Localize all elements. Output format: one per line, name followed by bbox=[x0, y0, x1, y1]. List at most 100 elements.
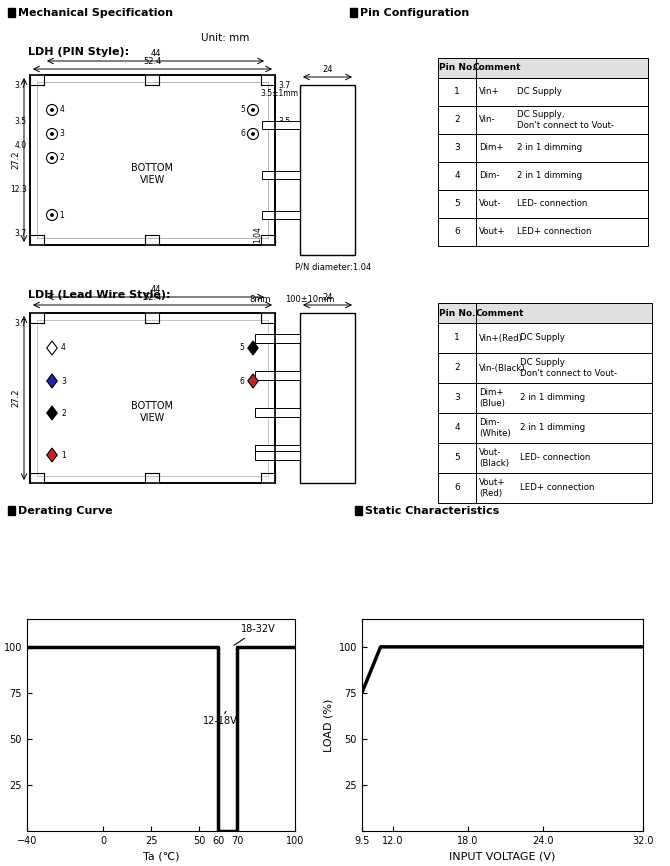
Text: DC Supply
Don't connect to Vout-: DC Supply Don't connect to Vout- bbox=[520, 358, 617, 378]
Text: P/N diameter:1.04: P/N diameter:1.04 bbox=[295, 262, 371, 272]
Text: 12-18V: 12-18V bbox=[203, 712, 238, 727]
Bar bbox=[300, 313, 355, 483]
Text: VIEW: VIEW bbox=[140, 413, 165, 423]
Text: 2: 2 bbox=[454, 115, 460, 125]
Polygon shape bbox=[47, 406, 57, 420]
Circle shape bbox=[50, 108, 54, 112]
Text: 24: 24 bbox=[322, 294, 333, 302]
Text: 3: 3 bbox=[60, 130, 64, 139]
Text: DC Supply,
Don't connect to Vout-: DC Supply, Don't connect to Vout- bbox=[517, 110, 614, 130]
Text: 6: 6 bbox=[454, 483, 460, 493]
Bar bbox=[255, 408, 300, 417]
Bar bbox=[37, 320, 268, 476]
Text: 3.7: 3.7 bbox=[15, 81, 27, 89]
Text: LED- connection: LED- connection bbox=[517, 199, 588, 209]
Polygon shape bbox=[47, 448, 57, 462]
Bar bbox=[438, 353, 652, 383]
Text: 4: 4 bbox=[61, 344, 66, 352]
Text: BOTTOM: BOTTOM bbox=[131, 163, 174, 173]
Text: Vout+: Vout+ bbox=[479, 228, 506, 236]
Polygon shape bbox=[47, 374, 57, 388]
Bar bbox=[145, 73, 159, 85]
Bar bbox=[261, 73, 275, 85]
Bar bbox=[145, 473, 159, 485]
Circle shape bbox=[251, 108, 255, 112]
Text: 27.2: 27.2 bbox=[11, 151, 21, 169]
Text: 24: 24 bbox=[322, 66, 333, 74]
X-axis label: INPUT VOLTAGE (V): INPUT VOLTAGE (V) bbox=[450, 852, 555, 862]
Text: Dim-
(White): Dim- (White) bbox=[479, 418, 511, 437]
Text: Vout-
(Black): Vout- (Black) bbox=[479, 449, 509, 468]
Text: 3: 3 bbox=[61, 377, 66, 385]
Text: 52.4: 52.4 bbox=[143, 57, 161, 67]
Circle shape bbox=[50, 156, 54, 160]
Bar bbox=[438, 473, 652, 503]
Text: LDH (PIN Style):: LDH (PIN Style): bbox=[28, 47, 129, 57]
Bar bbox=[255, 371, 300, 380]
Text: 2 in 1 dimming: 2 in 1 dimming bbox=[517, 171, 582, 180]
X-axis label: Ta (℃): Ta (℃) bbox=[143, 852, 179, 862]
Text: 3: 3 bbox=[454, 144, 460, 152]
Circle shape bbox=[247, 105, 259, 115]
Bar bbox=[438, 106, 648, 134]
Bar bbox=[438, 134, 648, 162]
Circle shape bbox=[50, 213, 54, 216]
Text: LED+ connection: LED+ connection bbox=[520, 483, 594, 493]
Text: 5: 5 bbox=[454, 454, 460, 462]
Text: Dim-: Dim- bbox=[479, 171, 500, 180]
Text: Unit: mm: Unit: mm bbox=[201, 33, 249, 43]
Text: DC Supply: DC Supply bbox=[520, 333, 565, 342]
Text: 5: 5 bbox=[454, 199, 460, 209]
Bar bbox=[30, 473, 44, 485]
Text: Comment: Comment bbox=[476, 308, 524, 318]
Circle shape bbox=[46, 210, 58, 221]
Text: BOTTOM: BOTTOM bbox=[131, 401, 174, 411]
Text: Vin-(Black): Vin-(Black) bbox=[479, 364, 526, 372]
Text: VIEW: VIEW bbox=[140, 175, 165, 185]
Circle shape bbox=[50, 132, 54, 136]
Text: Vout+
(Red): Vout+ (Red) bbox=[479, 478, 506, 498]
Bar bbox=[255, 451, 300, 460]
Text: 18-32V: 18-32V bbox=[234, 624, 276, 645]
Y-axis label: LOAD (%): LOAD (%) bbox=[323, 699, 333, 752]
Bar bbox=[145, 235, 159, 247]
Text: 2: 2 bbox=[60, 153, 64, 163]
Text: 3.5: 3.5 bbox=[278, 118, 290, 126]
Text: Mechanical Specification: Mechanical Specification bbox=[18, 8, 173, 17]
Text: LED- connection: LED- connection bbox=[520, 454, 590, 462]
Bar bbox=[262, 211, 300, 219]
Bar bbox=[438, 383, 652, 413]
Bar bbox=[438, 323, 652, 353]
Circle shape bbox=[46, 128, 58, 139]
Text: 1: 1 bbox=[60, 210, 64, 219]
Text: 100±10mm: 100±10mm bbox=[285, 294, 334, 303]
Bar bbox=[350, 8, 357, 17]
Text: 12.3: 12.3 bbox=[10, 185, 27, 195]
Text: 2 in 1 dimming: 2 in 1 dimming bbox=[520, 423, 585, 432]
Text: 2 in 1 dimming: 2 in 1 dimming bbox=[520, 393, 585, 403]
Bar bbox=[262, 121, 300, 129]
Text: 6: 6 bbox=[454, 228, 460, 236]
Text: 8mm: 8mm bbox=[249, 294, 271, 303]
Text: 2: 2 bbox=[61, 409, 66, 417]
Text: 44: 44 bbox=[150, 286, 161, 294]
Circle shape bbox=[247, 128, 259, 139]
Bar bbox=[261, 235, 275, 247]
Text: Comment: Comment bbox=[473, 63, 521, 73]
Bar bbox=[438, 190, 648, 218]
Bar bbox=[438, 413, 652, 443]
Text: 3.7: 3.7 bbox=[15, 319, 27, 327]
Text: 3.5±1mm: 3.5±1mm bbox=[260, 88, 298, 98]
Bar bbox=[262, 171, 300, 179]
Text: 1.04: 1.04 bbox=[253, 227, 263, 243]
Text: 1: 1 bbox=[454, 333, 460, 342]
Bar bbox=[261, 311, 275, 323]
Text: Derating Curve: Derating Curve bbox=[18, 506, 113, 515]
Text: DC Supply: DC Supply bbox=[517, 87, 562, 96]
Polygon shape bbox=[248, 374, 258, 388]
Text: LDH (Lead Wire Style):: LDH (Lead Wire Style): bbox=[28, 290, 170, 300]
Bar bbox=[355, 506, 362, 515]
Text: Vin+(Red): Vin+(Red) bbox=[479, 333, 523, 342]
Text: Dim+: Dim+ bbox=[479, 144, 504, 152]
Text: Vin+: Vin+ bbox=[479, 87, 500, 96]
